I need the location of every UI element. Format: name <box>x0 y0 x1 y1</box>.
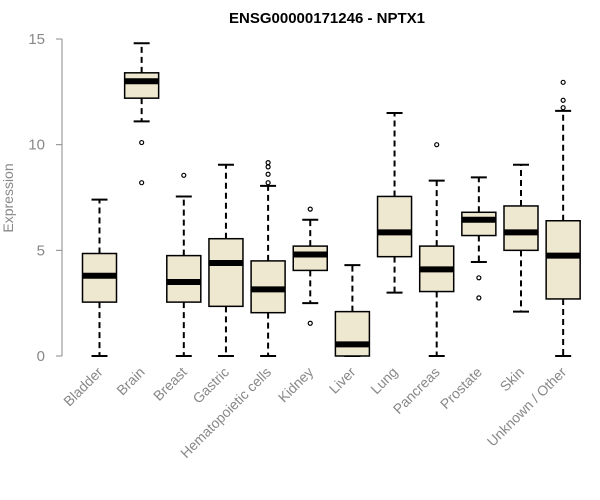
box-iqr <box>292 245 328 272</box>
x-tick-label: Skin <box>497 364 528 395</box>
outlier-point <box>265 160 271 166</box>
outlier-point <box>181 172 187 178</box>
outlier-point <box>139 180 145 186</box>
box-group <box>334 264 371 357</box>
outlier-point <box>560 105 566 111</box>
box-group <box>545 79 581 357</box>
outlier-point <box>265 180 271 186</box>
outlier-point <box>265 171 271 177</box>
x-tick-label: Lung <box>367 364 400 397</box>
x-tick-label: Breast <box>150 364 190 404</box>
box-group <box>461 176 497 301</box>
chart-title: ENSG00000171246 - NPTX1 <box>229 10 425 27</box>
x-tick-label: Bladder <box>60 364 106 410</box>
box-group <box>292 206 328 326</box>
outlier-point <box>560 79 566 85</box>
box-group <box>503 163 539 313</box>
y-tick-label: 5 <box>37 242 45 259</box>
box-group <box>166 172 202 357</box>
outlier-point <box>476 295 482 301</box>
outlier-point <box>560 97 566 103</box>
outlier-point <box>434 142 440 148</box>
x-tick-label: Liver <box>326 364 359 397</box>
x-tick-label: Brain <box>113 364 147 398</box>
box-iqr <box>461 211 497 237</box>
box-group <box>250 160 286 357</box>
y-tick-label: 10 <box>28 137 45 154</box>
y-axis-label: Expression <box>0 163 16 232</box>
box-iqr <box>123 72 160 99</box>
outlier-point <box>265 164 271 170</box>
boxes-group <box>81 42 581 357</box>
outlier-point <box>139 139 145 146</box>
y-tick-label: 0 <box>37 348 45 365</box>
box-iqr <box>166 254 202 303</box>
box-iqr <box>208 237 244 308</box>
box-group <box>123 42 160 186</box>
x-tick-label: Unknown / Other <box>484 364 570 450</box>
y-tick-label: 15 <box>28 31 45 48</box>
box-iqr <box>503 205 539 252</box>
x-tick-label: Pancreas <box>390 364 443 417</box>
outlier-point <box>307 206 313 212</box>
box-group <box>376 111 413 294</box>
outlier-point <box>307 320 313 326</box>
box-iqr <box>545 219 581 300</box>
y-axis: 0 5 10 15 <box>28 31 63 365</box>
x-tick-label: Prostate <box>437 364 485 412</box>
box-group <box>81 198 118 357</box>
box-iqr <box>376 195 413 258</box>
box-iqr <box>334 310 371 357</box>
x-tick-label: Kidney <box>275 364 317 406</box>
box-group <box>208 163 244 357</box>
outlier-point <box>476 275 482 281</box>
box-group <box>418 142 455 357</box>
